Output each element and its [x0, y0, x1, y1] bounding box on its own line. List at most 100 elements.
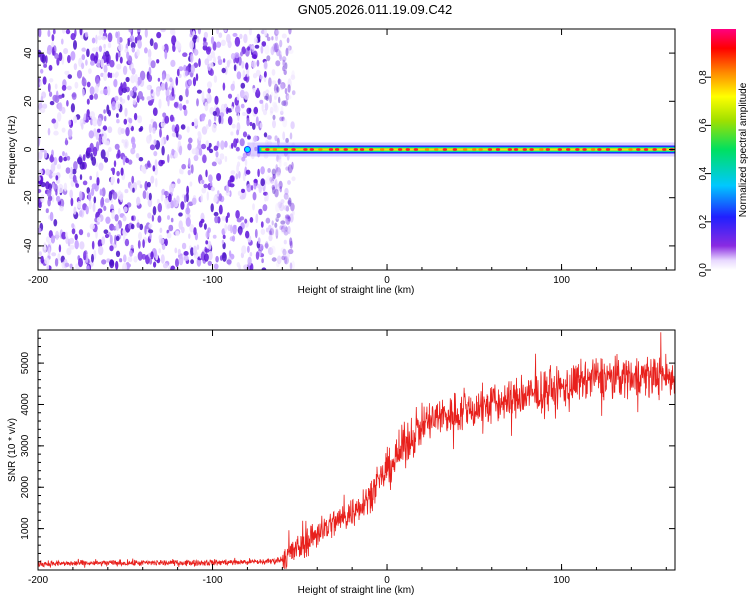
noise-speck [155, 87, 161, 97]
noise-speck [171, 132, 177, 138]
noise-speck [107, 126, 113, 134]
noise-speck [171, 124, 176, 132]
spectrogram-xtick-label: -200 [28, 275, 48, 286]
noise-speck [223, 103, 228, 109]
noise-speck [209, 62, 214, 69]
noise-speck [189, 181, 193, 187]
noise-speck [256, 59, 260, 67]
noise-speck [263, 61, 268, 69]
noise-speck [75, 183, 80, 189]
signal-peak [334, 148, 340, 151]
noise-speck [130, 125, 134, 132]
noise-speck [153, 150, 158, 157]
noise-speck [291, 90, 296, 96]
noise-speck [230, 83, 235, 92]
noise-speck [282, 131, 286, 141]
noise-speck [103, 64, 108, 74]
noise-speck [193, 34, 198, 40]
noise-speck [289, 213, 294, 223]
noise-speck [45, 55, 48, 64]
noise-speck [101, 135, 107, 145]
noise-speck [82, 180, 88, 186]
noise-speck [98, 29, 104, 36]
noise-speck [45, 168, 51, 176]
noise-speck [252, 191, 257, 201]
signal-peak [397, 148, 403, 151]
noise-speck [233, 138, 238, 148]
noise-speck [118, 208, 121, 215]
noise-speck [251, 54, 257, 59]
signal-peak [575, 148, 580, 151]
noise-speck [49, 91, 53, 97]
spectrogram-xtick-label: -100 [203, 275, 223, 286]
noise-speck [88, 130, 95, 139]
signal-peak [605, 148, 611, 151]
noise-speck [162, 263, 169, 269]
noise-speck [283, 69, 287, 76]
noise-speck [272, 186, 276, 195]
noise-speck [97, 117, 102, 127]
noise-speck [231, 142, 234, 149]
noise-speck [175, 76, 179, 86]
noise-speck [217, 55, 221, 61]
noise-speck [280, 83, 284, 91]
noise-speck [206, 81, 213, 89]
noise-speck [186, 126, 190, 133]
noise-speck [138, 231, 142, 241]
noise-speck [161, 73, 165, 81]
noise-speck [117, 149, 121, 159]
noise-speck [55, 230, 60, 241]
noise-speck [78, 229, 84, 236]
noise-speck [247, 245, 250, 253]
noise-speck [47, 83, 51, 93]
noise-speck [272, 101, 278, 108]
noise-speck [56, 195, 61, 202]
chart-title: GN05.2026.011.19.09.C42 [297, 2, 453, 17]
noise-speck [51, 252, 57, 257]
noise-speck [137, 115, 143, 124]
noise-speck [101, 35, 107, 41]
noise-speck [166, 203, 172, 209]
noise-speck [264, 102, 269, 111]
noise-speck [97, 239, 103, 248]
noise-speck [213, 211, 219, 217]
noise-speck [276, 255, 282, 265]
noise-speck [150, 60, 156, 69]
noise-speck [260, 221, 264, 228]
noise-speck [280, 247, 285, 253]
noise-speck [61, 106, 66, 115]
noise-speck [289, 240, 293, 249]
noise-speck [167, 96, 170, 107]
noise-speck [126, 51, 130, 60]
noise-speck [130, 136, 136, 145]
noise-speck [271, 69, 276, 76]
noise-speck [233, 64, 237, 72]
noise-speck [171, 148, 175, 156]
noise-speck [291, 161, 294, 170]
noise-speck [246, 68, 250, 78]
noise-speck [251, 45, 255, 50]
noise-speck [125, 127, 130, 137]
noise-speck [196, 244, 200, 250]
noise-speck [44, 257, 50, 265]
noise-speck [81, 77, 87, 87]
signal-peak [582, 148, 587, 151]
noise-speck [115, 52, 119, 62]
noise-speck [100, 72, 104, 77]
noise-speck [274, 188, 279, 198]
noise-speck [51, 172, 57, 177]
noise-speck [208, 250, 213, 261]
noise-speck [97, 208, 103, 214]
signal-peak [405, 148, 410, 151]
noise-speck [49, 211, 54, 222]
noise-speck [173, 197, 177, 206]
noise-speck [146, 181, 151, 188]
noise-speck [188, 157, 191, 168]
snr-xtick-label: -100 [203, 575, 223, 586]
noise-speck [63, 48, 69, 55]
noise-speck [285, 205, 290, 212]
noise-speck [255, 251, 260, 260]
noise-speck [57, 112, 62, 122]
noise-speck [222, 82, 226, 91]
noise-speck [66, 155, 71, 161]
